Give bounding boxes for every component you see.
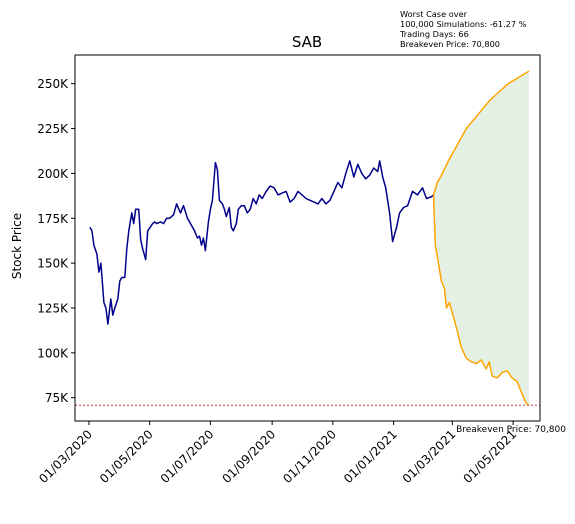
x-tick-label: 01/03/2021	[400, 427, 459, 486]
x-tick-label: 01/05/2021	[460, 427, 519, 486]
y-tick-label: 175K	[37, 212, 69, 226]
y-axis: 75K 100K 125K 150K 175K 200K 225K 250K	[37, 77, 75, 405]
x-tick-label: 01/09/2020	[219, 427, 278, 486]
annotation-line-4: Breakeven Price: 70,800	[400, 39, 501, 49]
worst-case-annotation: Worst Case over 100,000 Simulations: -61…	[400, 9, 526, 49]
x-axis: 01/03/2020 01/05/2020 01/07/2020 01/09/2020…	[36, 421, 519, 486]
annotation-line-2: 100,000 Simulations: -61.27 %	[400, 19, 527, 29]
simulation-range-fill	[433, 71, 529, 406]
chart-title: SAB	[292, 33, 322, 51]
y-tick-label: 200K	[37, 167, 69, 181]
x-tick-label: 01/11/2020	[280, 427, 339, 486]
worst-case-line	[432, 194, 530, 406]
historical-price-line	[89, 160, 435, 325]
breakeven-label: Breakeven Price: 70,800	[456, 425, 566, 435]
annotation-line-1: Worst Case over	[400, 9, 467, 19]
y-axis-label: Stock Price	[10, 213, 24, 279]
y-tick-label: 250K	[37, 77, 69, 91]
y-tick-label: 75K	[45, 391, 69, 405]
annotation-line-3: Trading Days: 66	[400, 29, 469, 39]
plot-frame	[74, 54, 541, 422]
x-tick-label: 01/07/2020	[158, 427, 217, 486]
x-tick-label: 01/03/2020	[36, 427, 95, 486]
y-tick-label: 100K	[37, 346, 69, 360]
y-tick-label: 225K	[37, 122, 69, 136]
best-case-line	[432, 70, 530, 196]
x-tick-label: 01/01/2021	[341, 427, 400, 486]
y-tick-label: 125K	[37, 301, 69, 315]
x-tick-label: 01/05/2020	[97, 427, 156, 486]
y-tick-label: 150K	[37, 257, 69, 271]
